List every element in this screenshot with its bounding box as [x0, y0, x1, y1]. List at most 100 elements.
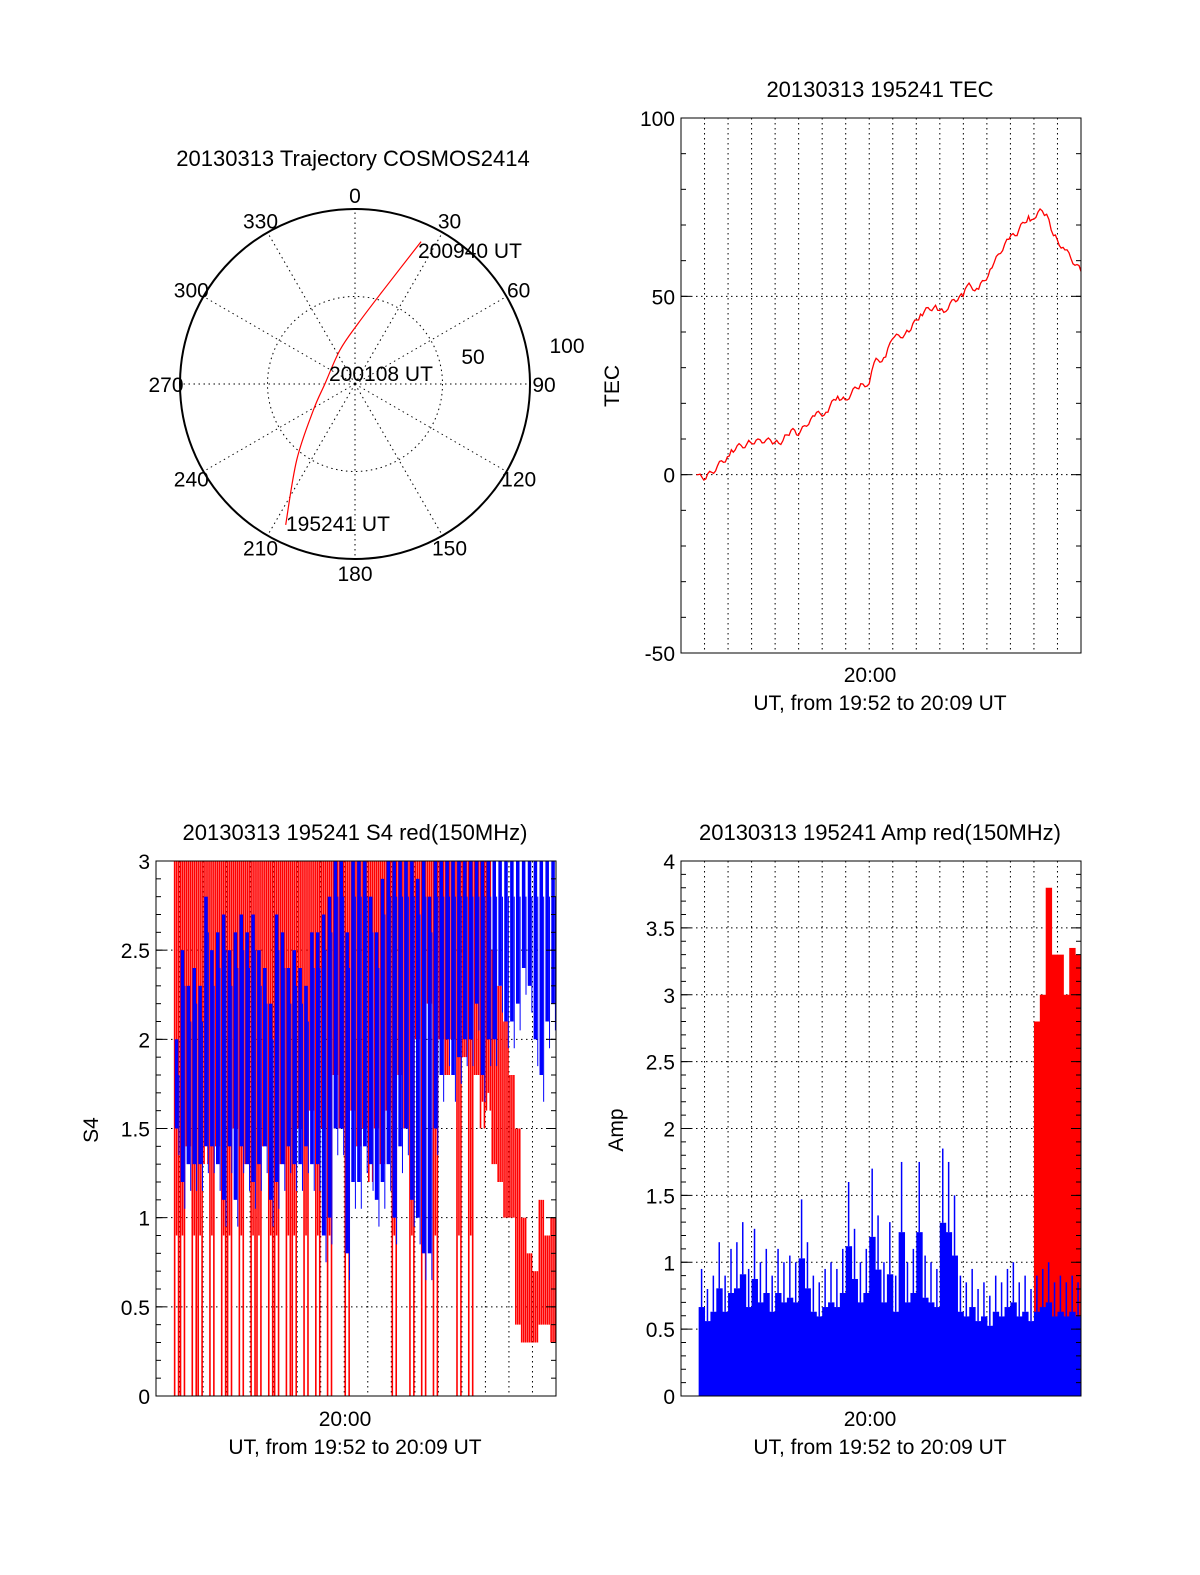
tec-grid	[681, 118, 1081, 653]
amp-blue-bar	[1051, 1316, 1058, 1396]
s4-blue-bar	[439, 861, 444, 1075]
amp-blue-bar	[769, 1311, 776, 1396]
s4-blue-bar	[445, 861, 449, 1040]
s4-blue-bar	[468, 861, 473, 1040]
s4-blue-bar	[310, 932, 314, 1165]
tec-y-tick-label: 100	[640, 108, 675, 131]
amp-blue-bar	[833, 1307, 841, 1396]
amp-red-bar	[1033, 1021, 1041, 1396]
amp-axes-frame	[680, 860, 1082, 1397]
s4-blue-bar	[521, 861, 526, 968]
amp-red-bar	[1063, 994, 1070, 1396]
annotation-start-time: 195241 UT	[286, 513, 390, 536]
amp-blue-bar	[728, 1293, 735, 1396]
azimuth-label-60: 60	[507, 280, 530, 303]
tec-x-tick-label: 20:00	[844, 664, 897, 687]
s4-blue-bar	[498, 861, 502, 986]
azimuth-label-210: 210	[243, 538, 278, 561]
s4-blue-bar	[451, 861, 455, 1075]
amp-blue-bar	[998, 1316, 1006, 1396]
amp-blue-bar	[828, 1302, 835, 1396]
amp-blue-bar	[928, 1302, 935, 1396]
amp-y-tick-label: 0.5	[646, 1319, 675, 1342]
azimuth-label-120: 120	[501, 469, 536, 492]
s4-blue-bar	[398, 861, 402, 1147]
s4-blue-bar	[268, 1003, 273, 1200]
polar-grid-spoke-300	[203, 296, 356, 385]
amp-blue-bar	[1004, 1307, 1011, 1396]
s4-blue-bar	[321, 914, 326, 1236]
s4-blue-bar	[221, 914, 226, 1200]
amp-blue-bar	[863, 1293, 870, 1396]
s4-blue-bar	[474, 861, 479, 1004]
tec-series-line	[696, 207, 1082, 481]
amp-blue-bar	[986, 1325, 994, 1396]
amp-blue-bar	[981, 1316, 988, 1396]
azimuth-label-180: 180	[337, 563, 372, 586]
amp-blue-bar	[898, 1232, 906, 1396]
amp-red-bar	[1045, 887, 1053, 1396]
s4-blue-bar	[239, 914, 244, 1147]
s4-y-tick-label: 2.5	[121, 940, 150, 963]
amp-blue-bar	[757, 1302, 764, 1396]
amp-blue-bar	[1033, 1311, 1041, 1396]
amp-blue-bar	[1057, 1311, 1064, 1396]
amp-blue-bar	[804, 1288, 811, 1396]
s4-blue-bar	[286, 968, 291, 1147]
amp-blue-bar	[816, 1316, 823, 1396]
s4-blue-bar	[386, 861, 391, 1165]
amp-red-bar	[1075, 954, 1082, 1396]
s4-blue-bar	[545, 861, 549, 1022]
s4-blue-bar	[539, 861, 544, 1075]
azimuth-labels: 0 30 60 90 120 150 180 210 240 270 300 330	[148, 185, 555, 586]
amp-blue-bar	[733, 1288, 741, 1396]
s4-y-tick-label: 1.5	[121, 1119, 150, 1142]
amp-blue-bar	[1069, 1311, 1076, 1396]
amp-y-tick-label: 3	[663, 985, 675, 1008]
s4-blue-bar	[192, 968, 196, 1165]
polar-grid-circle-50	[267, 296, 443, 472]
amp-blue-bar	[1039, 1307, 1047, 1396]
s4-blue-bar	[174, 1039, 179, 1129]
polar-grid-spoke-120	[354, 383, 507, 472]
amp-blue-bar	[786, 1297, 794, 1396]
trajectory-line	[285, 241, 422, 525]
annotation-mid-time: 200108 UT	[329, 363, 433, 386]
s4-blue-bar	[516, 861, 520, 1004]
amp-blue-bar	[822, 1307, 829, 1396]
s4-blue-bar	[363, 861, 367, 1147]
amp-blue-bar	[951, 1255, 958, 1396]
amp-y-tick-label: 2.5	[646, 1052, 675, 1075]
s4-blue-bar	[280, 932, 285, 1165]
s4-blue-bar	[227, 950, 232, 1147]
s4-blue-bar	[210, 950, 214, 1147]
tec-axes-frame	[680, 117, 1082, 654]
polar-grid-spoke-240	[203, 383, 356, 472]
amp-y-tick-label: 3.5	[646, 918, 675, 941]
s4-blue-bar	[251, 914, 255, 1182]
s4-blue-bar	[263, 968, 267, 1147]
s4-blue-bar	[533, 861, 538, 1040]
s4-blue-bar	[339, 861, 344, 1129]
s4-blue-bar	[380, 878, 385, 1182]
s4-blue-bar	[368, 896, 373, 1165]
s4-blue-bar	[486, 861, 491, 1040]
s4-y-tick-label: 2	[138, 1029, 150, 1052]
amp-blue-bar	[992, 1311, 1000, 1396]
s4-blue-bar	[433, 861, 438, 1129]
s4-title: 20130313 195241 S4 red(150MHz)	[183, 820, 528, 845]
s4-blue-bar	[198, 985, 202, 1165]
amp-y-ticks: 4 3.5 3 2.5 2 1.5 1 0.5 0	[646, 851, 1081, 1409]
s4-blue-bar	[298, 968, 302, 1165]
polar-grid-spoke-60	[354, 296, 507, 385]
amp-blue-bar	[775, 1293, 782, 1396]
s4-blue-bar	[416, 878, 420, 1218]
s4-y-tick-label: 0	[138, 1386, 150, 1409]
azimuth-label-150: 150	[432, 538, 467, 561]
s4-blue-bar	[316, 932, 320, 1165]
s4-marks	[173, 861, 556, 1396]
s4-grid	[156, 861, 556, 1396]
s4-blue-bar	[463, 861, 467, 1040]
amp-blue-bar	[904, 1302, 911, 1396]
